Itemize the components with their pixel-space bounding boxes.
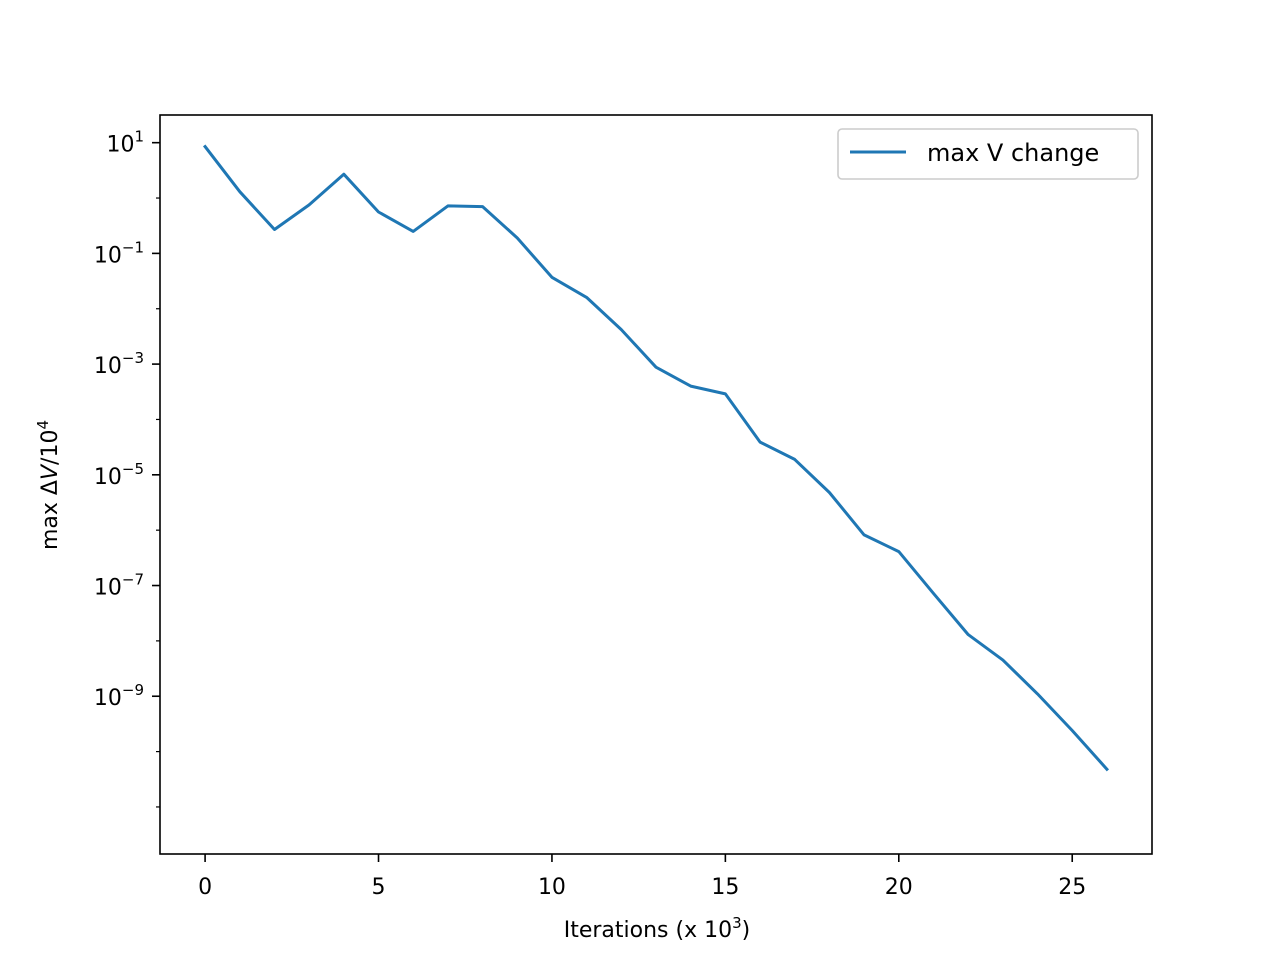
y-tick-label: 10−1	[94, 238, 144, 268]
x-tick-label: 0	[198, 875, 212, 900]
y-tick-label-exponent: 1	[134, 128, 144, 146]
x-tick-label: 15	[711, 875, 739, 900]
y-tick-label-base: 10	[94, 243, 122, 268]
x-axis-label-text: Iterations (x 10	[564, 918, 732, 943]
x-axis-label-exponent: 3	[732, 914, 742, 932]
x-tick-label: 20	[885, 875, 913, 900]
y-tick-label: 10−9	[94, 681, 144, 711]
y-tick-label-base: 10	[94, 354, 122, 379]
y-tick-label: 101	[106, 128, 144, 158]
plot-frame	[159, 114, 1153, 855]
plot-area	[160, 115, 1152, 854]
y-tick-label-base: 10	[94, 686, 122, 711]
y-tick-label-exponent: −3	[122, 349, 144, 367]
x-axis-ticks: 0 5 10 15 20 25	[198, 854, 1086, 900]
x-tick-label: 25	[1058, 875, 1086, 900]
x-axis-label: Iterations (x 103)	[564, 914, 751, 943]
y-axis-label-exponent: 4	[34, 420, 52, 430]
series-line-max-v-change	[202, 144, 1110, 772]
y-tick-label-exponent: −1	[122, 238, 144, 256]
x-tick-label: 10	[538, 875, 566, 900]
y-tick-label-exponent: −9	[122, 681, 144, 699]
y-tick-label: 10−7	[94, 571, 144, 601]
x-axis-label-suffix: )	[742, 918, 751, 943]
y-tick-label: 10−3	[94, 349, 144, 379]
legend: max V change	[837, 128, 1139, 180]
y-tick-label-base: 10	[94, 576, 122, 601]
y-axis-label-variable: V	[38, 463, 63, 480]
y-axis-label-text: max Δ	[38, 480, 63, 550]
y-axis-label-after: /10	[38, 430, 63, 465]
y-tick-label: 10−5	[94, 460, 144, 490]
y-tick-label-exponent: −5	[122, 460, 144, 478]
y-axis-label: max ΔV/104	[34, 420, 63, 550]
legend-box	[837, 128, 1139, 180]
y-tick-label-base: 10	[94, 465, 122, 490]
x-tick-label: 5	[372, 875, 386, 900]
y-tick-label-exponent: −7	[122, 571, 144, 589]
legend-label: max V change	[927, 139, 1099, 167]
y-tick-label-base: 10	[106, 133, 134, 158]
